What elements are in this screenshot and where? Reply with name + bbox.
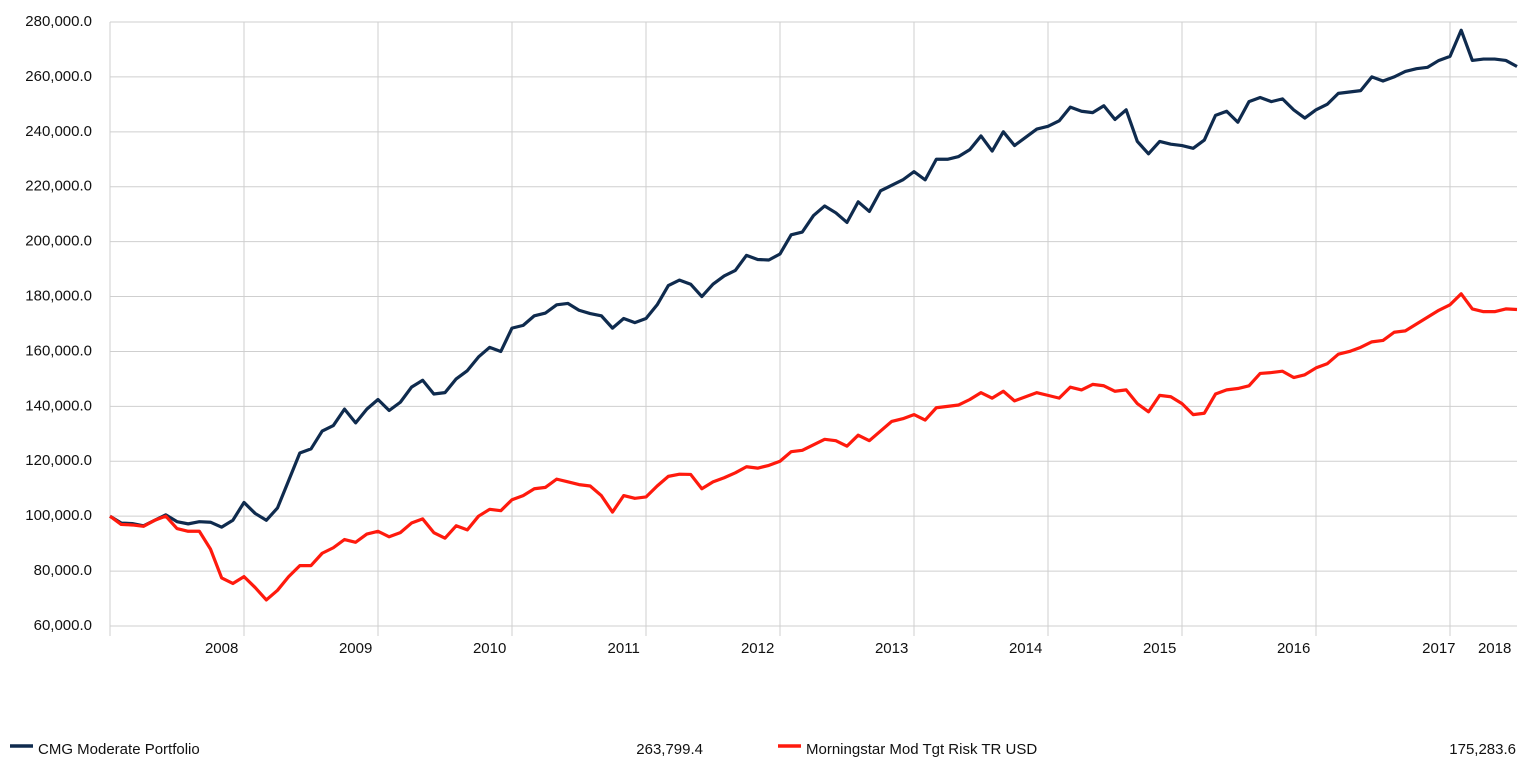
y-tick-label: 160,000.0 xyxy=(25,342,92,359)
y-tick-label: 240,000.0 xyxy=(25,123,92,140)
legend-label: CMG Moderate Portfolio xyxy=(38,741,200,758)
y-tick-label: 80,000.0 xyxy=(34,562,92,579)
x-tick-label: 2009 xyxy=(339,640,372,657)
x-tick-label: 2018 xyxy=(1478,640,1511,657)
x-tick-label: 2008 xyxy=(205,640,238,657)
y-tick-label: 100,000.0 xyxy=(25,507,92,524)
legend-label: Morningstar Mod Tgt Risk TR USD xyxy=(806,741,1037,758)
series-line xyxy=(109,292,1518,602)
y-tick-label: 260,000.0 xyxy=(25,68,92,85)
y-tick-label: 220,000.0 xyxy=(25,178,92,195)
y-tick-label: 180,000.0 xyxy=(25,288,92,305)
x-tick-label: 2017 xyxy=(1422,640,1455,657)
y-tick-label: 200,000.0 xyxy=(25,233,92,250)
x-tick-label: 2013 xyxy=(875,640,908,657)
y-tick-label: 140,000.0 xyxy=(25,397,92,414)
x-tick-label: 2014 xyxy=(1009,640,1042,657)
x-tick-label: 2010 xyxy=(473,640,506,657)
series-line xyxy=(109,28,1518,529)
x-tick-label: 2011 xyxy=(608,640,640,657)
legend-value: 175,283.6 xyxy=(1449,741,1516,758)
x-tick-label: 2012 xyxy=(741,640,774,657)
legend-value: 263,799.4 xyxy=(636,741,703,758)
y-tick-label: 120,000.0 xyxy=(25,452,92,469)
y-tick-label: 280,000.0 xyxy=(25,13,92,30)
x-tick-label: 2015 xyxy=(1143,640,1176,657)
y-tick-label: 60,000.0 xyxy=(34,617,92,634)
x-tick-label: 2016 xyxy=(1277,640,1310,657)
